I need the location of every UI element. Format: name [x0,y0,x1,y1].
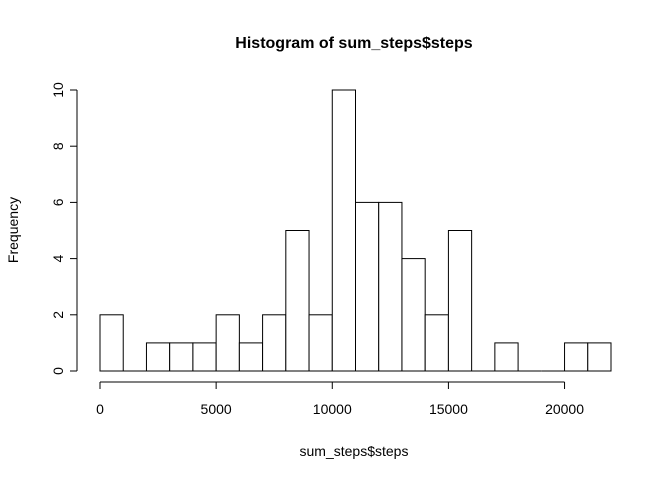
histogram-bar-2 [145,342,171,372]
y-tick-label-2: 4 [50,254,66,262]
histogram-bar-12 [378,201,403,372]
histogram-bar-14 [424,314,449,372]
y-tick-label-1: 2 [50,311,66,319]
histogram-bar-21 [587,342,612,372]
x-axis-label: sum_steps$steps [300,443,409,459]
histogram-bar-6 [238,342,264,372]
y-axis: 0 2 4 6 8 10 [50,82,78,375]
y-tick-label-3: 6 [50,198,66,206]
histogram-bar-8 [285,230,310,372]
histogram-bar-15 [447,230,473,372]
histogram-bar-13 [401,258,426,372]
histogram-bar-17 [494,342,519,372]
y-axis-label: Frequency [5,197,21,263]
histogram-bar-0 [99,314,124,372]
histogram-bar-5 [215,314,240,372]
histogram-bar-9 [308,314,333,372]
histogram-bar-7 [262,314,287,372]
y-tick-label-5: 10 [50,82,66,98]
y-tick-label-4: 8 [50,142,66,150]
histogram-bar-11 [355,201,380,372]
histogram-bar-3 [169,342,194,372]
x-tick-label-2: 10000 [313,401,352,417]
x-tick-label-4: 20000 [545,401,584,417]
x-tick-label-1: 5000 [201,401,232,417]
histogram-bar-4 [192,342,217,372]
histogram-bars [99,89,612,372]
chart-title: Histogram of sum_steps$steps [235,35,473,52]
histogram-bar-20 [564,342,589,372]
x-axis: 0 5000 10000 15000 20000 [96,381,584,417]
histogram-bar-10 [331,89,357,372]
x-tick-label-3: 15000 [429,401,468,417]
y-tick-label-0: 0 [50,367,66,375]
x-tick-label-0: 0 [96,401,104,417]
